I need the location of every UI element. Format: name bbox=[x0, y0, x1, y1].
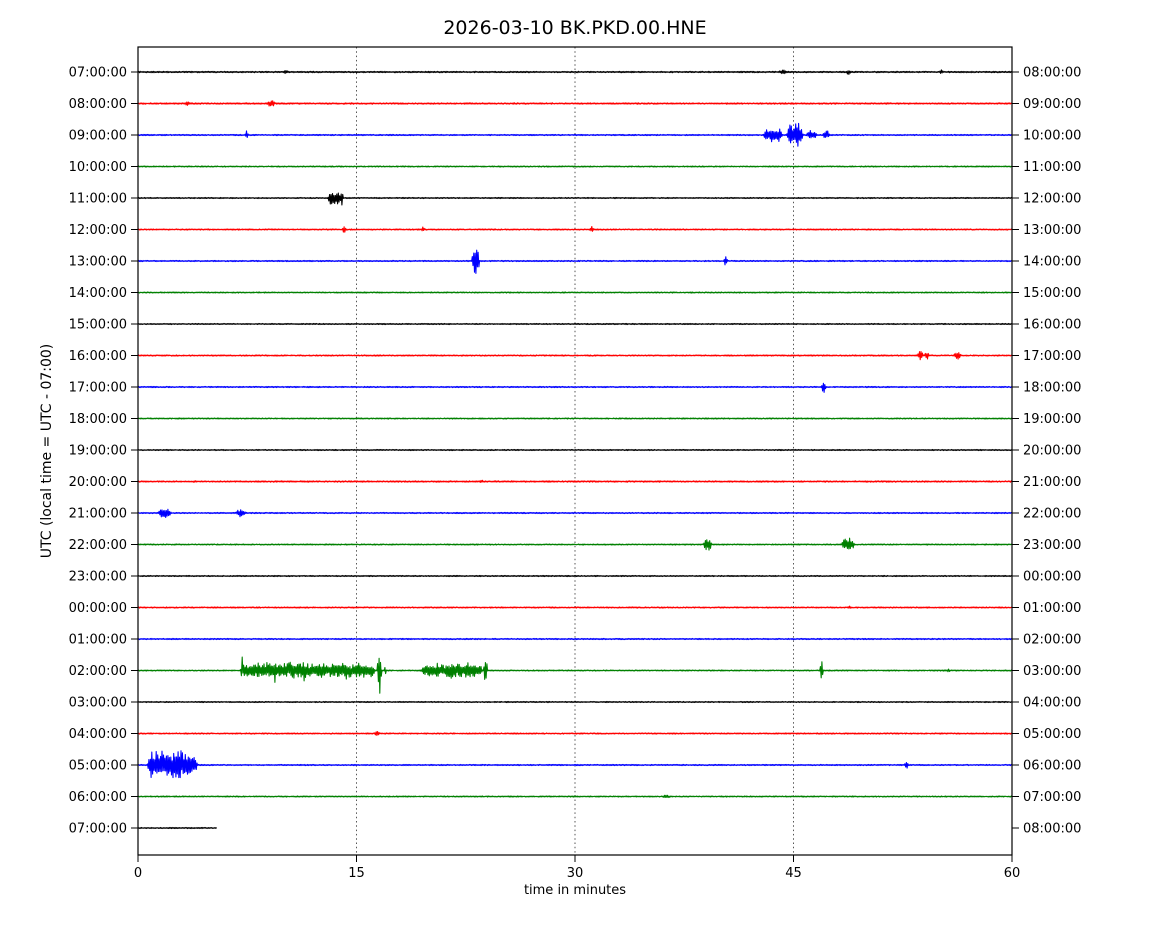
plot-title: 2026-03-10 BK.PKD.00.HNE bbox=[443, 17, 707, 39]
y-tick-label-utc: 09:00:00 bbox=[69, 129, 127, 144]
y-tick-label-local: 06:00:00 bbox=[1023, 759, 1081, 774]
x-tick-label: 30 bbox=[567, 866, 584, 881]
trace-row-2 bbox=[137, 122, 1013, 147]
y-tick-label-utc: 17:00:00 bbox=[69, 381, 127, 396]
y-tick-label-local: 08:00:00 bbox=[1023, 822, 1081, 837]
y-tick-label-local: 23:00:00 bbox=[1023, 538, 1081, 553]
trace-row-5 bbox=[137, 225, 1013, 233]
trace-row-6 bbox=[137, 249, 1013, 274]
trace-row-19 bbox=[137, 656, 1013, 694]
y-tick-label-local: 03:00:00 bbox=[1023, 664, 1081, 679]
trace-row-10 bbox=[137, 382, 1013, 393]
y-tick-label-local: 12:00:00 bbox=[1023, 192, 1081, 207]
y-tick-label-local: 09:00:00 bbox=[1023, 97, 1081, 112]
y-tick-label-utc: 08:00:00 bbox=[69, 97, 127, 112]
trace-row-21 bbox=[137, 731, 1013, 736]
y-tick-label-utc: 02:00:00 bbox=[69, 664, 127, 679]
y-tick-label-utc: 20:00:00 bbox=[69, 475, 127, 490]
y-tick-label-local: 05:00:00 bbox=[1023, 727, 1081, 742]
y-tick-label-local: 21:00:00 bbox=[1023, 475, 1081, 490]
y-tick-label-utc: 06:00:00 bbox=[69, 790, 127, 805]
trace-row-4 bbox=[137, 192, 1013, 206]
trace-row-0 bbox=[137, 69, 1013, 75]
y-tick-label-utc: 05:00:00 bbox=[69, 759, 127, 774]
x-tick-label: 15 bbox=[348, 866, 365, 881]
y-tick-label-utc: 19:00:00 bbox=[69, 444, 127, 459]
y-tick-label-local: 22:00:00 bbox=[1023, 507, 1081, 522]
trace-row-22 bbox=[137, 750, 1013, 779]
y-tick-label-local: 07:00:00 bbox=[1023, 790, 1081, 805]
y-tick-label-local: 11:00:00 bbox=[1023, 160, 1081, 175]
trace-row-7 bbox=[137, 291, 1013, 294]
trace-row-18 bbox=[137, 637, 1013, 641]
y-tick-label-local: 08:00:00 bbox=[1023, 66, 1081, 81]
trace-row-24 bbox=[137, 826, 218, 830]
trace-row-15 bbox=[137, 537, 1013, 551]
y-tick-label-utc: 11:00:00 bbox=[69, 192, 127, 207]
y-tick-label-local: 01:00:00 bbox=[1023, 601, 1081, 616]
trace-row-11 bbox=[137, 417, 1013, 420]
trace-row-1 bbox=[137, 100, 1013, 107]
trace-row-23 bbox=[137, 794, 1013, 799]
y-tick-label-utc: 07:00:00 bbox=[69, 822, 127, 837]
y-tick-label-local: 13:00:00 bbox=[1023, 223, 1081, 238]
y-tick-label-utc: 10:00:00 bbox=[69, 160, 127, 175]
y-tick-label-utc: 13:00:00 bbox=[69, 255, 127, 270]
y-tick-label-local: 10:00:00 bbox=[1023, 129, 1081, 144]
x-tick-label: 45 bbox=[785, 866, 802, 881]
y-tick-label-local: 20:00:00 bbox=[1023, 444, 1081, 459]
y-tick-label-utc: 22:00:00 bbox=[69, 538, 127, 553]
y-tick-label-utc: 07:00:00 bbox=[69, 66, 127, 81]
y-tick-label-utc: 14:00:00 bbox=[69, 286, 127, 301]
y-tick-label-utc: 01:00:00 bbox=[69, 633, 127, 648]
y-tick-label-local: 17:00:00 bbox=[1023, 349, 1081, 364]
y-tick-label-utc: 00:00:00 bbox=[69, 601, 127, 616]
y-tick-label-local: 04:00:00 bbox=[1023, 696, 1081, 711]
y-tick-label-local: 02:00:00 bbox=[1023, 633, 1081, 648]
trace-row-14 bbox=[137, 508, 1013, 518]
trace-row-16 bbox=[137, 574, 1013, 578]
y-tick-label-utc: 16:00:00 bbox=[69, 349, 127, 364]
y-tick-label-local: 18:00:00 bbox=[1023, 381, 1081, 396]
y-tick-label-utc: 12:00:00 bbox=[69, 223, 127, 238]
y-tick-label-local: 14:00:00 bbox=[1023, 255, 1081, 270]
y-tick-label-utc: 23:00:00 bbox=[69, 570, 127, 585]
y-tick-label-utc: 03:00:00 bbox=[69, 696, 127, 711]
trace-row-8 bbox=[137, 322, 1013, 326]
trace-row-17 bbox=[137, 605, 1013, 609]
y-tick-label-local: 19:00:00 bbox=[1023, 412, 1081, 427]
y-tick-label-utc: 18:00:00 bbox=[69, 412, 127, 427]
y-tick-label-local: 15:00:00 bbox=[1023, 286, 1081, 301]
y-tick-label-utc: 04:00:00 bbox=[69, 727, 127, 742]
y-tick-label-utc: 15:00:00 bbox=[69, 318, 127, 333]
x-axis-label: time in minutes bbox=[523, 883, 627, 898]
trace-row-12 bbox=[137, 448, 1013, 452]
trace-row-3 bbox=[137, 165, 1013, 168]
trace-row-20 bbox=[137, 700, 1013, 704]
y-tick-label-utc: 21:00:00 bbox=[69, 507, 127, 522]
x-tick-label: 0 bbox=[134, 866, 142, 881]
trace-row-13 bbox=[137, 479, 1013, 483]
x-tick-label: 60 bbox=[1004, 866, 1021, 881]
y-tick-label-local: 00:00:00 bbox=[1023, 570, 1081, 585]
y-tick-label-local: 16:00:00 bbox=[1023, 318, 1081, 333]
trace-row-9 bbox=[137, 351, 1013, 361]
